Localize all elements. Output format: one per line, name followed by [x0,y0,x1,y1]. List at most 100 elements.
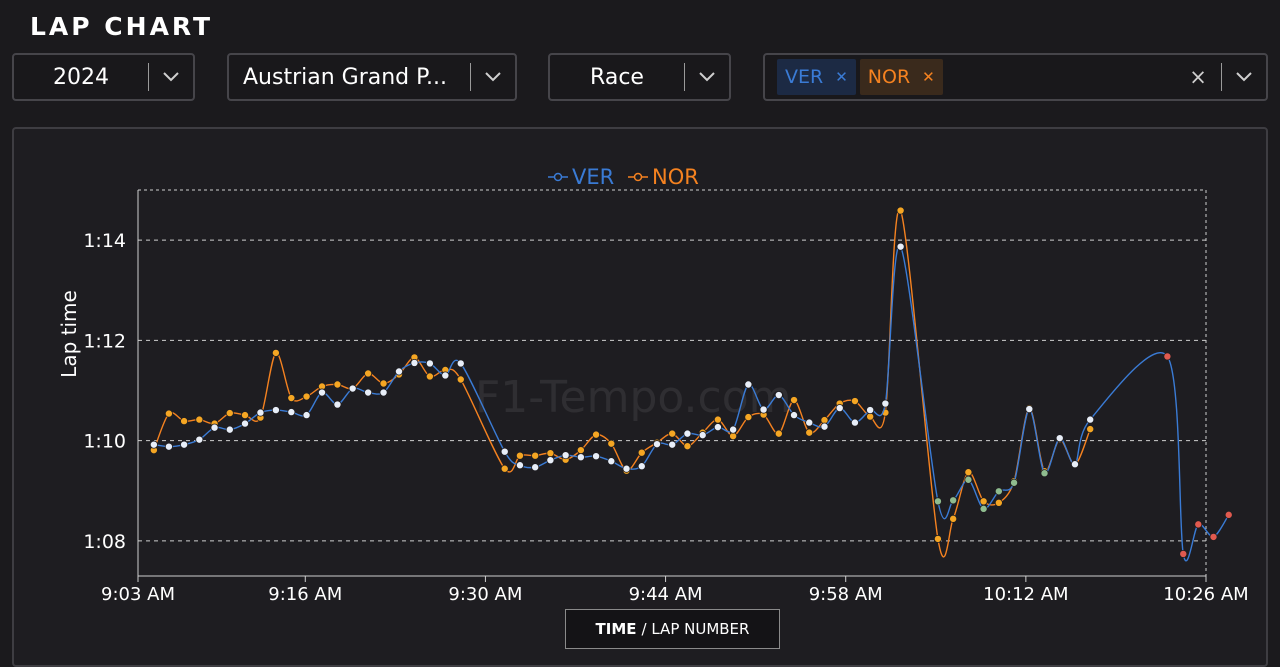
data-point-ver [225,425,234,434]
data-point-ver [456,359,465,368]
data-point-nor [850,397,859,406]
data-point-nor [302,392,311,401]
chevron-down-icon[interactable] [471,55,515,99]
x-axis-mode-toggle[interactable]: TIME / LAP NUMBER [565,609,780,649]
page-title: LAP CHART [30,12,214,41]
data-point-ver [637,462,646,471]
year-select-separator [148,63,149,91]
data-point-ver [652,440,661,449]
data-point-ver [271,406,280,415]
remove-tag-icon[interactable]: ✕ [835,68,848,86]
data-point-ver [774,391,783,400]
clear-all-icon[interactable]: × [1189,65,1207,89]
data-point-ver [500,447,509,456]
data-point-nor [164,409,173,418]
data-point-nor [668,429,677,438]
x-tick-label: 9:30 AM [448,584,522,605]
driver-tag-label: NOR [867,66,911,88]
data-point-ver [425,359,434,368]
data-point-ver [866,406,875,415]
data-point-ver [515,461,524,470]
data-point-ver [1025,405,1034,414]
data-point-nor [425,372,434,381]
data-point-nor [790,396,799,405]
chevron-down-icon[interactable] [149,55,193,99]
data-point-nor [515,451,524,460]
x-tick-label: 9:16 AM [268,584,342,605]
data-point-nor [592,430,601,439]
data-point-ver [210,423,219,432]
data-point-ver [1194,520,1203,529]
remove-tag-icon[interactable]: ✕ [922,68,935,86]
data-point-ver [994,487,1003,496]
event-select[interactable]: Austrian Grand P... [227,53,517,101]
data-point-ver [729,425,738,434]
y-tick-label: 1:14 [83,230,126,252]
data-point-nor [287,394,296,403]
chevron-down-icon[interactable] [1222,55,1266,99]
data-point-ver [1040,469,1049,478]
data-point-nor [500,464,509,473]
data-point-ver [287,408,296,417]
y-axis-label: Lap time [57,290,81,378]
data-point-ver [531,463,540,472]
data-point-ver [379,388,388,397]
data-point-nor [805,428,814,437]
data-point-ver [1070,460,1079,469]
data-point-nor [964,468,973,477]
data-point-ver [835,404,844,413]
data-point-nor [683,442,692,451]
driver-tag-label: VER [785,66,824,88]
data-point-ver [364,388,373,397]
x-tick-label: 9:58 AM [809,584,883,605]
x-tick-label: 9:03 AM [101,584,175,605]
session-select-value: Race [590,64,644,90]
data-point-nor [637,448,646,457]
data-point-nor [180,417,189,426]
driver-tag-ver: VER ✕ [777,59,856,95]
driver-multiselect[interactable]: VER ✕ NOR ✕ × [763,53,1268,101]
data-point-ver [805,418,814,427]
data-point-ver [546,456,555,465]
data-point-nor [531,451,540,460]
data-point-nor [333,380,342,389]
chart-legend: VER NOR [548,165,699,189]
driver-select-separator [1221,63,1222,91]
data-point-nor [744,413,753,422]
data-point-nor [379,379,388,388]
data-point-nor [576,446,585,455]
data-point-ver [318,388,327,397]
data-point-ver [881,399,890,408]
legend-swatch-marker [633,172,643,182]
data-point-nor [896,206,905,215]
data-point-nor [364,369,373,378]
chevron-down-icon[interactable] [685,55,729,99]
data-point-nor [607,439,616,448]
data-point-ver [256,408,265,417]
data-point-ver [1086,415,1095,424]
data-point-nor [225,409,234,418]
data-point-ver [302,411,311,420]
data-point-ver [348,384,357,393]
data-point-ver [820,422,829,431]
data-point-ver [790,411,799,420]
data-point-ver [180,440,189,449]
session-select-separator [684,63,685,91]
data-point-nor [456,375,465,384]
data-point-ver [896,242,905,251]
y-tick-label: 1:12 [83,330,126,352]
data-point-ver [1179,549,1188,558]
legend-label: NOR [652,165,699,189]
data-point-nor [271,348,280,357]
data-point-ver [333,400,342,409]
event-select-value: Austrian Grand P... [243,64,447,90]
year-select[interactable]: 2024 [12,53,195,101]
data-point-ver [1224,510,1233,519]
data-point-ver [850,418,859,427]
data-point-ver [1010,478,1019,487]
session-select[interactable]: Race [548,53,731,101]
data-point-ver [933,497,942,506]
year-select-value: 2024 [53,64,109,90]
data-point-ver [607,457,616,466]
